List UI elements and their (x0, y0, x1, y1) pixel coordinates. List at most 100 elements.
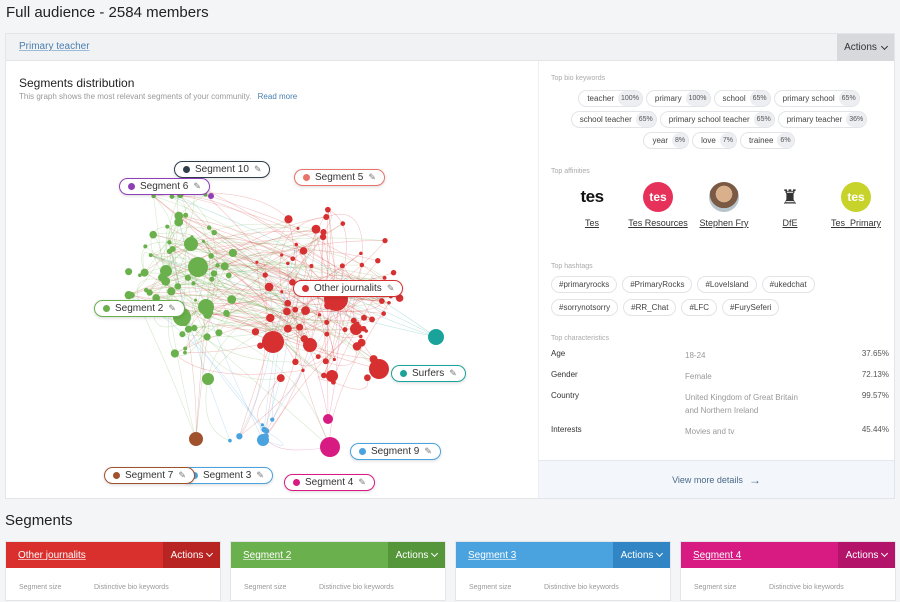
graph-node[interactable] (369, 316, 375, 323)
pencil-icon[interactable]: ✎ (178, 470, 186, 480)
graph-node[interactable] (359, 251, 363, 256)
graph-node[interactable] (296, 226, 300, 230)
graph-node[interactable] (359, 262, 365, 268)
graph-node[interactable] (170, 349, 179, 358)
graph-node[interactable] (184, 274, 192, 281)
segment-card-actions-button[interactable]: Actions (163, 542, 220, 568)
affinity-item[interactable]: tes Tes Resources (625, 181, 691, 230)
graph-node[interactable] (174, 217, 184, 227)
graph-node[interactable] (364, 374, 371, 382)
pencil-icon[interactable]: ✎ (368, 172, 376, 182)
graph-node[interactable] (149, 230, 157, 239)
graph-node[interactable] (325, 206, 331, 213)
graph-node[interactable] (158, 273, 166, 282)
graph-node[interactable] (299, 247, 308, 255)
panel-actions-button[interactable]: Actions (837, 34, 894, 61)
graph-node[interactable] (257, 342, 264, 349)
graph-node[interactable] (206, 225, 212, 230)
graph-node[interactable] (270, 417, 275, 422)
graph-node[interactable] (228, 438, 232, 443)
graph-node[interactable] (352, 342, 362, 351)
graph-node[interactable] (167, 287, 176, 296)
segment-card-name[interactable]: Segment 3 (456, 542, 613, 568)
graph-node[interactable] (188, 257, 208, 277)
graph-node[interactable] (152, 294, 160, 302)
graph-node[interactable] (317, 313, 322, 317)
graph-node[interactable] (326, 370, 338, 382)
affinity-name[interactable]: Tes Resources (628, 218, 688, 228)
graph-node[interactable] (296, 323, 304, 331)
graph-node[interactable] (292, 358, 299, 366)
graph-node[interactable] (309, 263, 314, 269)
graph-node[interactable] (323, 213, 330, 220)
graph-node[interactable] (236, 433, 243, 440)
graph-node[interactable] (359, 334, 363, 339)
graph-node[interactable] (284, 299, 292, 307)
affinity-item[interactable]: ♜ DfE (757, 181, 823, 230)
read-more-link[interactable]: Read more (257, 92, 298, 101)
graph-node[interactable] (324, 301, 333, 310)
segment-card-name[interactable]: Segment 4 (681, 542, 838, 568)
graph-node[interactable] (202, 373, 214, 385)
segment-pill[interactable]: Segment 10 ✎ (174, 161, 271, 178)
graph-node[interactable] (381, 311, 386, 316)
graph-node[interactable] (220, 262, 229, 271)
graph-node[interactable] (138, 273, 142, 278)
affinity-item[interactable]: tes Tes_Primary (823, 181, 889, 230)
graph-node[interactable] (292, 306, 299, 313)
graph-node[interactable] (311, 224, 321, 234)
graph-node[interactable] (183, 346, 188, 351)
graph-node[interactable] (301, 306, 310, 315)
graph-node[interactable] (125, 268, 133, 276)
graph-node[interactable] (191, 281, 196, 286)
graph-node[interactable] (255, 260, 259, 264)
graph-node[interactable] (148, 253, 153, 258)
graph-node[interactable] (203, 333, 211, 341)
segment-pill[interactable]: Segment 5 ✎ (294, 169, 385, 186)
graph-node[interactable] (286, 261, 290, 266)
graph-node[interactable] (320, 228, 327, 236)
view-more-details-button[interactable]: View more details → (539, 460, 894, 498)
pencil-icon[interactable]: ✎ (256, 470, 264, 480)
graph-node[interactable] (280, 253, 284, 257)
graph-node[interactable] (209, 276, 215, 282)
graph-node[interactable] (382, 238, 388, 244)
graph-node[interactable] (146, 289, 153, 296)
pencil-icon[interactable]: ✎ (386, 283, 395, 293)
graph-node[interactable] (369, 355, 378, 364)
graph-node[interactable] (208, 193, 214, 199)
graph-node[interactable] (280, 290, 284, 294)
affinity-name[interactable]: DfE (782, 218, 798, 228)
segment-card-actions-button[interactable]: Actions (838, 542, 895, 568)
graph-node[interactable] (183, 350, 187, 355)
graph-node[interactable] (369, 359, 389, 379)
segment-card-actions-button[interactable]: Actions (388, 542, 445, 568)
graph-node[interactable] (332, 357, 336, 362)
graph-node[interactable] (260, 423, 265, 427)
graph-node[interactable] (322, 358, 329, 365)
segment-pill[interactable]: Segment 6 ✎ (119, 178, 210, 195)
network-graph[interactable] (6, 101, 538, 498)
graph-node[interactable] (387, 300, 391, 305)
affinity-item[interactable]: Stephen Fry (691, 181, 757, 230)
tab-primary-teacher[interactable]: Primary teacher (19, 41, 90, 52)
segment-pill[interactable]: Segment 7 ✎ (104, 467, 195, 484)
graph-node[interactable] (251, 328, 260, 336)
graph-node[interactable] (263, 428, 270, 434)
graph-node[interactable] (124, 290, 133, 300)
graph-node[interactable] (174, 211, 184, 221)
segment-pill[interactable]: Segment 3 ✎ (182, 467, 273, 484)
graph-node[interactable] (201, 239, 206, 243)
graph-node[interactable] (283, 307, 291, 316)
graph-node[interactable] (324, 319, 330, 325)
graph-node[interactable] (189, 432, 203, 446)
segment-card-name[interactable]: Segment 2 (231, 542, 388, 568)
segment-card-actions-button[interactable]: Actions (613, 542, 670, 568)
graph-node[interactable] (330, 379, 336, 385)
graph-node[interactable] (350, 323, 362, 335)
graph-node[interactable] (382, 275, 387, 280)
segment-pill[interactable]: Segment 2 ✎ (94, 300, 185, 317)
graph-node[interactable] (378, 298, 385, 304)
graph-node[interactable] (360, 314, 367, 321)
graph-node[interactable] (294, 242, 299, 247)
